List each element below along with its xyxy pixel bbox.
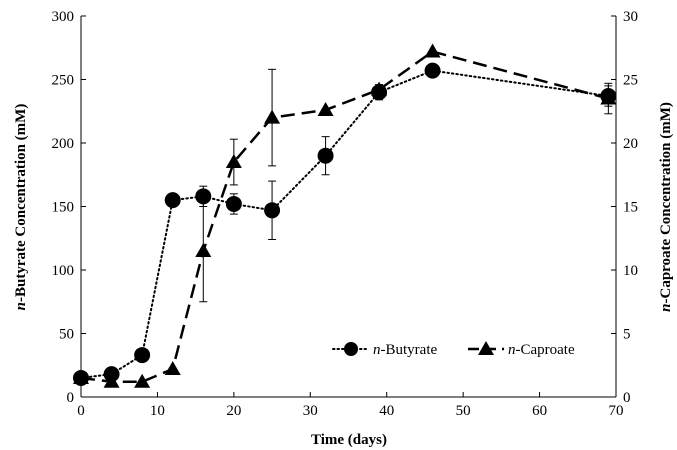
caproate-point bbox=[600, 90, 617, 105]
y-left-tick-label: 200 bbox=[52, 136, 75, 152]
caproate-point bbox=[164, 361, 181, 376]
caproate-point bbox=[134, 373, 151, 388]
y-right-tick-label: 30 bbox=[623, 9, 638, 25]
x-tick-label: 70 bbox=[609, 403, 624, 419]
x-tick-label: 0 bbox=[77, 403, 85, 419]
y-axis-title-left-italic: n bbox=[13, 302, 29, 310]
y-axis-title-right-rest: -Caproate Concentration (mM) bbox=[658, 102, 674, 303]
series-butyrate bbox=[73, 62, 617, 386]
butyrate-point bbox=[424, 62, 441, 79]
legend-butyrate-marker bbox=[344, 342, 358, 356]
legend-caproate-label: n-Caproate bbox=[508, 342, 575, 358]
y-right-tick-label: 25 bbox=[623, 73, 638, 89]
legend-butyrate-label-italic: n bbox=[373, 342, 381, 358]
x-tick-label: 60 bbox=[532, 403, 547, 419]
butyrate-point bbox=[317, 147, 334, 164]
caproate-point bbox=[317, 101, 334, 116]
legend-butyrate-label-rest: -Butyrate bbox=[381, 342, 438, 358]
caproate-point bbox=[264, 109, 281, 124]
legend-caproate-marker bbox=[478, 341, 494, 355]
y-left-tick-label: 250 bbox=[52, 73, 75, 89]
x-tick-label: 10 bbox=[150, 403, 165, 419]
y-left-tick-label: 0 bbox=[67, 390, 75, 406]
legend-butyrate-label: n-Butyrate bbox=[373, 342, 437, 358]
caproate-point bbox=[103, 373, 120, 388]
y-axis-left: 0 50 100 150 200 250 300 bbox=[52, 9, 86, 406]
caproate-point bbox=[195, 242, 212, 257]
y-left-tick-label: 300 bbox=[52, 9, 75, 25]
butyrate-point bbox=[225, 195, 242, 212]
y-axis-title-right-italic: n bbox=[658, 304, 674, 312]
y-axis-title-left-rest: -Butyrate Concentration (mM) bbox=[13, 104, 29, 302]
y-right-tick-label: 0 bbox=[623, 390, 631, 406]
legend-caproate-label-rest: -Caproate bbox=[516, 342, 575, 358]
y-right-tick-label: 20 bbox=[623, 136, 638, 152]
caproate-point bbox=[225, 154, 242, 169]
butyrate-point bbox=[164, 192, 181, 209]
butyrate-line bbox=[80, 69, 610, 379]
plot-frame bbox=[80, 16, 617, 398]
x-tick-label: 50 bbox=[456, 403, 471, 419]
y-left-tick-label: 150 bbox=[52, 200, 75, 216]
x-tick-label: 40 bbox=[379, 403, 394, 419]
caproate-point bbox=[371, 81, 388, 96]
caproate-point bbox=[73, 369, 89, 384]
x-tick-label: 30 bbox=[303, 403, 318, 419]
series-caproate bbox=[73, 43, 617, 388]
y-axis-title-left: n-Butyrate Concentration (mM) bbox=[13, 104, 29, 311]
legend-caproate-label-italic: n bbox=[508, 342, 516, 358]
legend: n-Butyrate n-Caproate bbox=[332, 341, 575, 358]
y-right-tick-label: 10 bbox=[623, 263, 638, 279]
x-axis-title: Time (days) bbox=[311, 432, 387, 448]
x-axis: 0 10 20 30 40 50 60 70 bbox=[77, 392, 624, 419]
y-left-tick-label: 100 bbox=[52, 263, 75, 279]
x-tick-label: 20 bbox=[226, 403, 241, 419]
caproate-point bbox=[424, 43, 441, 58]
butyrate-point bbox=[264, 202, 281, 219]
y-right-tick-label: 15 bbox=[623, 200, 638, 216]
y-axis-right: 0 5 10 15 20 25 30 bbox=[611, 9, 638, 406]
y-right-tick-label: 5 bbox=[623, 327, 631, 343]
butyrate-point bbox=[134, 347, 151, 364]
y-axis-title-right: n-Caproate Concentration (mM) bbox=[658, 102, 674, 312]
series-layer bbox=[73, 43, 617, 388]
caproate-line bbox=[80, 50, 609, 384]
y-left-tick-label: 50 bbox=[59, 327, 74, 343]
